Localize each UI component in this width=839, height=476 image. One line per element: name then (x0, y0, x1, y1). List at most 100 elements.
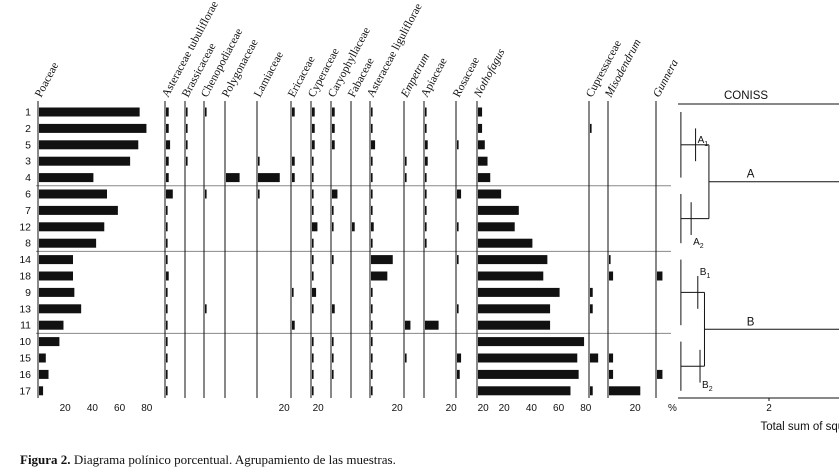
pollen-bar (457, 189, 462, 199)
subcluster-index: 1 (704, 141, 708, 148)
pollen-bar (166, 369, 168, 379)
tick-label: 20 (499, 403, 511, 414)
taxon-name: Gunnera (651, 57, 681, 99)
pollen-bar (371, 386, 373, 396)
caption-text: Diagrama polínico porcentual. Agrupamien… (73, 452, 396, 467)
tick-label: 20 (279, 403, 291, 414)
pollen-bar (425, 107, 427, 117)
sample-label: 2 (25, 123, 31, 135)
pollen-bar (39, 156, 131, 166)
sample-label: 17 (19, 385, 31, 397)
pollen-bar (166, 156, 169, 166)
pollen-bar (205, 304, 207, 314)
pollen-bar (39, 271, 73, 281)
pollen-bar (205, 107, 207, 117)
pollen-bar (657, 369, 663, 379)
pollen-bar (332, 304, 335, 314)
pollen-bar (39, 255, 73, 265)
pollen-bar (478, 156, 488, 166)
pollen-bar (371, 222, 374, 232)
subcluster-label: B2 (702, 380, 713, 393)
pollen-bar (332, 353, 334, 363)
pollen-bar (609, 353, 614, 363)
pollen-bar (332, 337, 334, 347)
pollen-bar (457, 140, 459, 150)
sample-label: 10 (19, 336, 31, 348)
pollen-bar (166, 107, 169, 117)
caption-label: Figura 2. (20, 452, 71, 467)
pollen-bar (478, 123, 483, 133)
pollen-bar (186, 140, 188, 150)
pollen-bar (478, 222, 515, 232)
pollen-bar (371, 140, 376, 150)
pollen-bar (425, 156, 428, 166)
pollen-bar (312, 222, 318, 232)
pollen-bar (457, 304, 459, 314)
pollen-bar (39, 369, 49, 379)
sample-label: 11 (20, 320, 31, 332)
sample-label: 15 (19, 353, 31, 365)
subcluster-letter: A (698, 135, 705, 146)
subcluster-label: A1 (698, 135, 709, 148)
pollen-bar (425, 238, 427, 248)
pollen-bar (590, 386, 593, 396)
pollen-bar (371, 304, 373, 314)
dendrogram-xlabel: Total sum of squares (760, 421, 839, 433)
pollen-bar (39, 386, 44, 396)
pollen-bar (478, 107, 483, 117)
pollen-bar (312, 205, 314, 215)
pollen-bar (39, 304, 82, 314)
subcluster-label: A2 (693, 237, 704, 250)
pollen-bar (425, 140, 428, 150)
percent-symbol: % (668, 403, 677, 414)
pollen-bar (371, 271, 388, 281)
pollen-bar (457, 255, 459, 265)
subcluster-letter: B (702, 380, 709, 391)
sample-label: 14 (19, 254, 31, 266)
pollen-bar (609, 255, 611, 265)
pollen-bar (312, 140, 315, 150)
pollen-bar (312, 337, 314, 347)
pollen-bar (312, 255, 314, 265)
pollen-bar (258, 156, 260, 166)
pollen-bar (478, 189, 502, 199)
pollen-bar (166, 255, 168, 265)
pollen-bar (166, 173, 169, 183)
pollen-bar (371, 238, 373, 248)
pollen-bar (312, 287, 317, 297)
pollen-bar (590, 123, 592, 133)
pollen-bar (312, 369, 314, 379)
pollen-bar (425, 320, 439, 330)
sample-label: 12 (19, 221, 31, 233)
pollen-bar (371, 320, 373, 330)
tick-label: 20 (630, 403, 642, 414)
pollen-bar (609, 369, 614, 379)
tick-label: 20 (313, 403, 325, 414)
tick-label: 40 (526, 403, 538, 414)
pollen-bar (332, 222, 334, 232)
taxon-column: Lamiaceae 20 (252, 50, 290, 414)
pollen-bar (371, 156, 373, 166)
pollen-bar (478, 287, 560, 297)
pollen-bar (478, 140, 485, 150)
pollen-bar (478, 337, 585, 347)
pollen-bar (39, 205, 118, 215)
pollen-bar (312, 304, 314, 314)
pollen-bar (590, 353, 599, 363)
pollen-bar (425, 205, 427, 215)
pollen-bar (371, 369, 373, 379)
subcluster-index: 2 (700, 243, 704, 250)
pollen-bar (166, 140, 171, 150)
pollen-bar (425, 189, 427, 199)
taxon-column: Empetrum (399, 51, 432, 398)
pollen-bar (312, 156, 314, 166)
subcluster-letter: A (693, 237, 700, 248)
taxon-name: Lamiaceae (252, 50, 286, 100)
sample-label: 1 (25, 107, 31, 119)
pollen-bar (405, 353, 407, 363)
pollen-bar (39, 320, 64, 330)
pollen-bar (166, 304, 168, 314)
pollen-bar (478, 320, 551, 330)
pollen-bar (478, 369, 579, 379)
